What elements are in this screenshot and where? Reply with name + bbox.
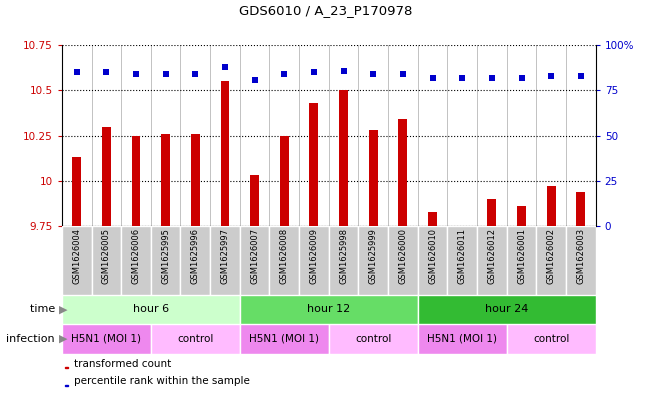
Bar	[102, 127, 111, 226]
Bar	[280, 136, 288, 226]
Bar	[151, 226, 180, 295]
Text: GSM1625998: GSM1625998	[339, 228, 348, 284]
Point	[131, 71, 141, 77]
Bar	[62, 226, 92, 295]
Bar	[62, 324, 151, 354]
Text: GSM1625996: GSM1625996	[191, 228, 200, 284]
Bar	[359, 226, 388, 295]
Bar	[250, 175, 259, 226]
Bar	[92, 226, 121, 295]
Point	[220, 64, 230, 70]
Point	[160, 71, 171, 77]
Text: GSM1626003: GSM1626003	[576, 228, 585, 284]
Text: ▶: ▶	[59, 305, 67, 314]
Text: GSM1625995: GSM1625995	[161, 228, 170, 284]
Bar	[72, 157, 81, 226]
Bar	[477, 226, 506, 295]
Bar	[240, 295, 418, 324]
Point	[72, 69, 82, 75]
Point	[368, 71, 378, 77]
Text: infection: infection	[7, 334, 59, 344]
Point	[101, 69, 111, 75]
Text: control: control	[355, 334, 391, 344]
Point	[487, 75, 497, 81]
Text: GSM1626009: GSM1626009	[309, 228, 318, 284]
Text: GSM1626002: GSM1626002	[547, 228, 556, 284]
Text: hour 24: hour 24	[485, 305, 529, 314]
Bar	[418, 324, 506, 354]
Bar	[161, 134, 170, 226]
Bar	[339, 90, 348, 226]
Text: GSM1626011: GSM1626011	[458, 228, 467, 284]
Bar	[329, 226, 359, 295]
Bar	[506, 324, 596, 354]
Text: GSM1625999: GSM1625999	[368, 228, 378, 284]
Bar	[210, 226, 240, 295]
Text: GSM1626001: GSM1626001	[517, 228, 526, 284]
Text: hour 12: hour 12	[307, 305, 350, 314]
Point	[279, 71, 290, 77]
Bar	[240, 324, 329, 354]
Text: GDS6010 / A_23_P170978: GDS6010 / A_23_P170978	[239, 4, 412, 17]
Text: GSM1626012: GSM1626012	[488, 228, 496, 284]
Bar	[517, 206, 526, 226]
Point	[457, 75, 467, 81]
Bar	[576, 192, 585, 226]
Text: GSM1626005: GSM1626005	[102, 228, 111, 284]
Text: GSM1626008: GSM1626008	[280, 228, 289, 284]
Point	[546, 73, 557, 79]
Text: hour 6: hour 6	[133, 305, 169, 314]
Bar	[151, 324, 240, 354]
Text: GSM1626000: GSM1626000	[398, 228, 408, 284]
Text: transformed count: transformed count	[74, 359, 171, 369]
Text: GSM1626010: GSM1626010	[428, 228, 437, 284]
Bar	[191, 134, 200, 226]
Bar	[64, 385, 68, 386]
Bar	[488, 199, 496, 226]
Point	[398, 71, 408, 77]
Bar	[64, 367, 68, 368]
Text: H5N1 (MOI 1): H5N1 (MOI 1)	[427, 334, 497, 344]
Text: GSM1626004: GSM1626004	[72, 228, 81, 284]
Bar	[240, 226, 270, 295]
Bar	[368, 130, 378, 226]
Point	[427, 75, 437, 81]
Bar	[121, 226, 151, 295]
Bar	[418, 226, 447, 295]
Bar	[180, 226, 210, 295]
Text: GSM1626006: GSM1626006	[132, 228, 141, 284]
Bar	[270, 226, 299, 295]
Bar	[299, 226, 329, 295]
Text: percentile rank within the sample: percentile rank within the sample	[74, 376, 249, 386]
Bar	[62, 295, 240, 324]
Point	[575, 73, 586, 79]
Point	[516, 75, 527, 81]
Text: time: time	[30, 305, 59, 314]
Bar	[536, 226, 566, 295]
Text: control: control	[533, 334, 570, 344]
Text: GSM1625997: GSM1625997	[221, 228, 229, 284]
Point	[249, 76, 260, 83]
Bar	[309, 103, 318, 226]
Text: H5N1 (MOI 1): H5N1 (MOI 1)	[72, 334, 141, 344]
Bar	[329, 324, 418, 354]
Text: H5N1 (MOI 1): H5N1 (MOI 1)	[249, 334, 319, 344]
Text: ▶: ▶	[59, 334, 67, 344]
Bar	[547, 186, 555, 226]
Text: GSM1626007: GSM1626007	[250, 228, 259, 284]
Bar	[447, 226, 477, 295]
Bar	[398, 119, 408, 226]
Bar	[418, 295, 596, 324]
Bar	[132, 136, 141, 226]
Bar	[506, 226, 536, 295]
Bar	[566, 226, 596, 295]
Bar	[428, 211, 437, 226]
Bar	[221, 81, 229, 226]
Bar	[388, 226, 418, 295]
Text: control: control	[177, 334, 214, 344]
Point	[309, 69, 319, 75]
Point	[339, 67, 349, 73]
Point	[190, 71, 201, 77]
